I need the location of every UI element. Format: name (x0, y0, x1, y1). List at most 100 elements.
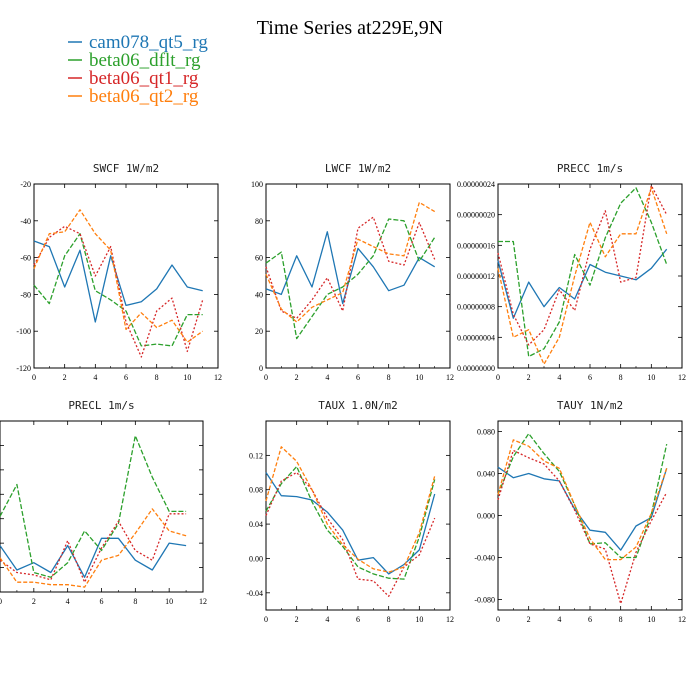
series-line (265, 231, 436, 305)
series-line (33, 209, 204, 343)
x-tick-label: 0 (496, 615, 500, 624)
y-tick-label: -100 (16, 327, 31, 336)
legend-entry: beta06_qt1_rg (68, 68, 199, 89)
plot-frame (265, 420, 451, 611)
chart-title: SWCF 1W/m2 (93, 162, 159, 175)
y-tick-label: 0.00000024 (457, 180, 495, 189)
series-line (497, 439, 668, 561)
y-tick-label: 0.00000020 (457, 211, 495, 220)
series-line (33, 233, 203, 347)
plot-frame (265, 183, 451, 369)
legend-label: cam078_qt5_rg (89, 32, 208, 53)
chart-panel: TAUX 1.0N/m2 0 2 4 6 8 10 12 -0.04 0.00 0.04 0.08 0.… (246, 399, 454, 624)
x-tick-label: 6 (356, 615, 360, 624)
chart-grid: SWCF 1W/m2 0 2 4 6 8 10 12 -120 -100 -80 -60 -40 -20 L… (0, 162, 686, 624)
y-tick-label: -80 (20, 290, 31, 299)
chart-panel: LWCF 1W/m2 0 2 4 6 8 10 12 0 20 40 60 80 100 (251, 162, 454, 382)
y-tick-label: -20 (20, 180, 31, 189)
x-tick-label: 0 (264, 373, 268, 382)
x-tick-label: 0 (264, 615, 268, 624)
series-line (497, 184, 668, 346)
series-line (498, 187, 668, 358)
plot-frame (0, 420, 204, 593)
chart-title: PRECL 1m/s (68, 399, 134, 412)
x-tick-label: 6 (356, 373, 360, 382)
y-tick-label: 80 (255, 217, 263, 226)
plot-frame (497, 183, 683, 369)
x-tick-label: 0 (496, 373, 500, 382)
x-tick-label: 6 (100, 597, 104, 606)
series-line (497, 449, 668, 605)
y-tick-label: 20 (255, 327, 263, 336)
y-tick-label: -40 (20, 217, 31, 226)
x-tick-label: 12 (199, 597, 207, 606)
chart-title: LWCF 1W/m2 (325, 162, 391, 175)
chart-panel: PRECL 1m/s0246810120.000000000.000000020… (0, 399, 207, 606)
series-line (265, 216, 436, 319)
chart-panel: PRECC 1m/s 0 2 4 6 8 10 12 0.00000000 0.00000004 0… (457, 162, 686, 382)
x-tick-label: 8 (133, 597, 137, 606)
series-line (33, 240, 203, 323)
x-tick-label: 8 (155, 373, 159, 382)
x-tick-label: 2 (295, 615, 299, 624)
y-tick-label: -0.080 (474, 596, 495, 605)
x-tick-label: 12 (446, 615, 454, 624)
x-tick-label: 12 (678, 373, 686, 382)
x-tick-label: 2 (295, 373, 299, 382)
series-line (0, 435, 187, 578)
x-tick-label: 8 (619, 373, 623, 382)
series-line (0, 537, 187, 578)
series-line (0, 513, 187, 583)
x-tick-label: 4 (66, 597, 70, 606)
legend: cam078_qt5_rgbeta06_dflt_rgbeta06_qt1_rg… (68, 32, 208, 107)
y-tick-label: 0.08 (249, 486, 263, 495)
y-tick-label: 0.00000000 (457, 364, 495, 373)
series-line (33, 225, 204, 358)
x-tick-label: 6 (588, 373, 592, 382)
x-tick-label: 10 (647, 615, 655, 624)
y-tick-label: 60 (255, 254, 263, 263)
series-line (0, 508, 187, 588)
x-tick-label: 10 (647, 373, 655, 382)
legend-entry: beta06_dflt_rg (68, 50, 201, 71)
chart-panel: TAUY 1N/m2 0 2 4 6 8 10 12 -0.080 -0.040 0.000 0.04… (474, 399, 686, 624)
page-title: Time Series at229E,9N (257, 17, 443, 39)
x-tick-label: 2 (527, 615, 531, 624)
y-tick-label: 0 (259, 364, 263, 373)
x-tick-label: 4 (325, 373, 329, 382)
x-tick-label: 12 (446, 373, 454, 382)
x-tick-label: 4 (557, 615, 561, 624)
y-tick-label: 0.00000004 (457, 333, 495, 342)
y-tick-label: 0.00000016 (457, 241, 495, 250)
x-tick-label: 8 (387, 373, 391, 382)
x-tick-label: 10 (183, 373, 191, 382)
x-tick-label: 6 (588, 615, 592, 624)
series-line (497, 187, 668, 365)
x-tick-label: 2 (32, 597, 36, 606)
x-tick-label: 6 (124, 373, 128, 382)
y-tick-label: 0.000 (477, 512, 495, 521)
x-tick-label: 10 (415, 373, 423, 382)
y-tick-label: 0.00 (249, 554, 263, 563)
y-tick-label: 0.040 (477, 470, 495, 479)
chart-title: TAUY 1N/m2 (557, 399, 623, 412)
x-tick-label: 10 (415, 615, 423, 624)
y-tick-label: 40 (255, 290, 263, 299)
series-line (265, 218, 436, 340)
x-tick-label: 4 (325, 615, 329, 624)
y-tick-label: 0.00000008 (457, 303, 495, 312)
x-tick-label: 4 (93, 373, 97, 382)
x-tick-label: 12 (214, 373, 222, 382)
x-tick-label: 4 (557, 373, 561, 382)
legend-label: beta06_qt2_rg (89, 86, 199, 107)
y-tick-label: -120 (16, 364, 31, 373)
legend-label: beta06_qt1_rg (89, 68, 199, 89)
y-tick-label: -0.04 (246, 589, 263, 598)
series-line (497, 432, 668, 559)
legend-entry: cam078_qt5_rg (68, 32, 208, 53)
y-tick-label: 100 (251, 180, 263, 189)
x-tick-label: 0 (0, 597, 2, 606)
y-tick-label: 0.12 (249, 451, 263, 460)
y-tick-label: -60 (20, 254, 31, 263)
